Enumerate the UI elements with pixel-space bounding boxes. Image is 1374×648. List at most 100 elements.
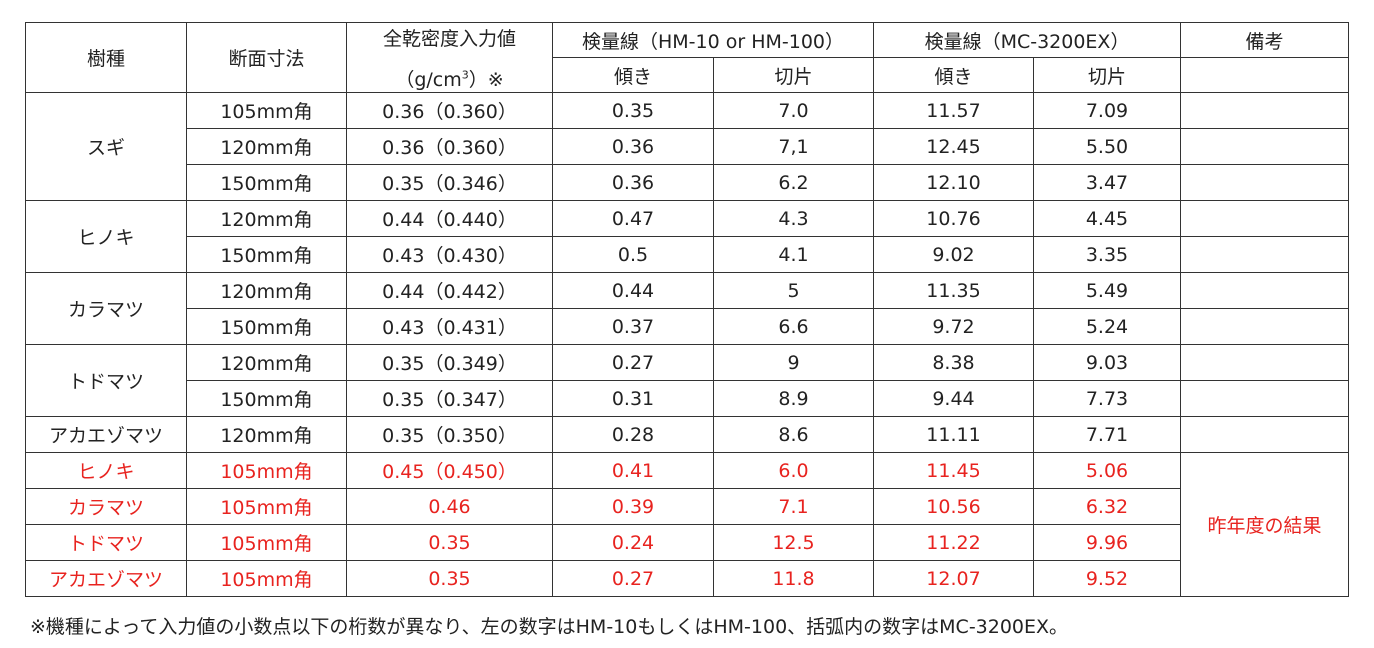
data-cell: 11.57 <box>873 92 1034 129</box>
data-cell: 12.45 <box>873 128 1034 165</box>
data-cell: 105mm角 <box>186 524 347 561</box>
table-row: 150mm角 0.35（0.347） 0.31 8.9 9.44 7.73 <box>26 380 1350 417</box>
data-cell: 9.52 <box>1032 560 1182 597</box>
remark-cell <box>1180 164 1350 201</box>
data-cell: 11.35 <box>873 272 1034 309</box>
data-cell: 11.45 <box>873 452 1034 489</box>
species-cell: カラマツ <box>25 272 187 345</box>
data-cell: 150mm角 <box>186 380 347 417</box>
header-cell: 検量線（HM-10 or HM-100） <box>552 22 874 58</box>
table-row: 150mm角 0.35（0.346） 0.36 6.2 12.10 3.47 <box>26 164 1350 201</box>
data-cell: 0.45（0.450） <box>346 452 553 489</box>
species-cell: アカエゾマツ <box>25 560 187 597</box>
data-cell: 0.35 <box>346 524 553 561</box>
data-cell: 105mm角 <box>186 560 347 597</box>
header-cell: 検量線（MC-3200EX） <box>872 22 1182 58</box>
unit-sup: 3 <box>461 68 469 82</box>
data-cell: 150mm角 <box>186 308 347 345</box>
data-cell: 4.45 <box>1032 200 1182 237</box>
table-row: アカエゾマツ 105mm角 0.35 0.27 11.8 12.07 9.52 <box>25 560 1349 597</box>
header-cell: 傾き <box>552 57 714 93</box>
data-cell: 0.36 <box>552 128 714 165</box>
data-cell: 10.76 <box>873 200 1034 237</box>
data-cell: 11.8 <box>713 560 874 597</box>
data-cell: 150mm角 <box>186 236 347 273</box>
data-cell: 6.6 <box>713 308 874 345</box>
data-cell: 0.43（0.430） <box>346 236 553 273</box>
data-cell: 0.35（0.346） <box>346 164 553 201</box>
data-cell: 0.24 <box>552 524 714 561</box>
data-cell: 0.36（0.360） <box>346 92 553 129</box>
data-cell: 0.36（0.360） <box>346 128 553 165</box>
remark-cell <box>1180 128 1350 165</box>
data-cell: 9.72 <box>873 308 1034 345</box>
data-cell: 12.10 <box>873 164 1034 201</box>
data-cell: 0.36 <box>552 164 714 201</box>
data-cell: 0.39 <box>552 488 714 525</box>
species-cell: スギ <box>25 92 187 201</box>
data-cell: 8.9 <box>713 380 874 417</box>
data-cell: 120mm角 <box>186 200 347 237</box>
table-row: ヒノキ 105mm角 0.45（0.450） 0.41 6.0 11.45 5.06 昨年度の… <box>25 452 1350 597</box>
data-cell: 8.38 <box>873 344 1034 381</box>
data-cell: 7.71 <box>1032 416 1182 453</box>
table-row: スギ 105mm角 0.36（0.360） 0.35 7.0 11.57 7.09 <box>25 92 1350 201</box>
table-row: カラマツ 120mm角 0.44（0.442） 0.44 5 11.35 5.49 <box>25 272 1350 345</box>
data-cell: 5 <box>713 272 874 309</box>
table-row: アカエゾマツ 120mm角 0.35（0.350） 0.28 8.6 11.11 7.71 <box>25 416 1350 453</box>
unit: ）※ <box>468 68 504 91</box>
table-row: トドマツ 120mm角 0.35（0.349） 0.27 9 8.38 9.03 <box>25 344 1350 417</box>
data-cell: 120mm角 <box>186 272 347 309</box>
data-cell: 0.35（0.350） <box>346 416 553 453</box>
data-cell: 0.35（0.347） <box>346 380 553 417</box>
species-cell: トドマツ <box>25 524 187 561</box>
table-row: カラマツ 105mm角 0.46 0.39 7.1 10.56 6.32 <box>25 488 1349 525</box>
data-cell: 11.22 <box>873 524 1034 561</box>
table-body: スギ 105mm角 0.36（0.360） 0.35 7.0 11.57 7.09 120mm… <box>25 92 1350 597</box>
header-cell <box>1180 57 1350 93</box>
data-cell: 7.1 <box>713 488 874 525</box>
remark-cell <box>1180 236 1350 273</box>
remark-cell <box>1180 380 1350 417</box>
data-cell: 0.31 <box>552 380 714 417</box>
species-cell: アカエゾマツ <box>25 416 187 453</box>
data-cell: 4.1 <box>713 236 874 273</box>
data-cell: 105mm角 <box>186 488 347 525</box>
header-cell: 樹種 <box>25 22 187 93</box>
data-cell: 0.44（0.440） <box>346 200 553 237</box>
data-cell: 3.35 <box>1032 236 1182 273</box>
remark-cell <box>1180 200 1350 237</box>
data-cell: 120mm角 <box>186 128 347 165</box>
data-cell: 6.32 <box>1032 488 1182 525</box>
header-text: （g/cm3）※ <box>347 65 552 92</box>
header-cell: 傾き <box>873 57 1034 93</box>
data-cell: 5.24 <box>1032 308 1182 345</box>
unit: （g/cm <box>395 68 462 91</box>
table-row: 120mm角 0.36（0.360） 0.36 7,1 12.45 5.50 <box>26 128 1350 165</box>
remark-cell <box>1180 92 1350 129</box>
data-cell: 105mm角 <box>186 92 347 129</box>
header-cell: 全乾密度入力値 （g/cm3）※ <box>346 22 553 93</box>
data-cell: 7.73 <box>1032 380 1182 417</box>
data-cell: 12.5 <box>713 524 874 561</box>
data-cell: 9 <box>713 344 874 381</box>
data-cell: 0.35 <box>346 560 553 597</box>
data-cell: 0.46 <box>346 488 553 525</box>
remark-cell: 昨年度の結果 <box>1180 452 1350 597</box>
data-cell: 9.02 <box>873 236 1034 273</box>
data-cell: 7.09 <box>1032 92 1182 129</box>
species-cell: ヒノキ <box>25 452 187 489</box>
data-cell: 6.0 <box>713 452 874 489</box>
footnote: ※機種によって入力値の小数点以下の桁数が異なり、左の数字はHM-10もしくはHM… <box>30 616 1069 638</box>
data-cell: 150mm角 <box>186 164 347 201</box>
data-cell: 0.44（0.442） <box>346 272 553 309</box>
data-cell: 0.35（0.349） <box>346 344 553 381</box>
data-cell: 0.41 <box>552 452 714 489</box>
header-cell: 断面寸法 <box>186 22 347 93</box>
data-cell: 5.50 <box>1032 128 1182 165</box>
data-cell: 0.35 <box>552 92 714 129</box>
data-cell: 7,1 <box>713 128 874 165</box>
table-row: 150mm角 0.43（0.431） 0.37 6.6 9.72 5.24 <box>26 308 1350 345</box>
data-cell: 120mm角 <box>186 416 347 453</box>
